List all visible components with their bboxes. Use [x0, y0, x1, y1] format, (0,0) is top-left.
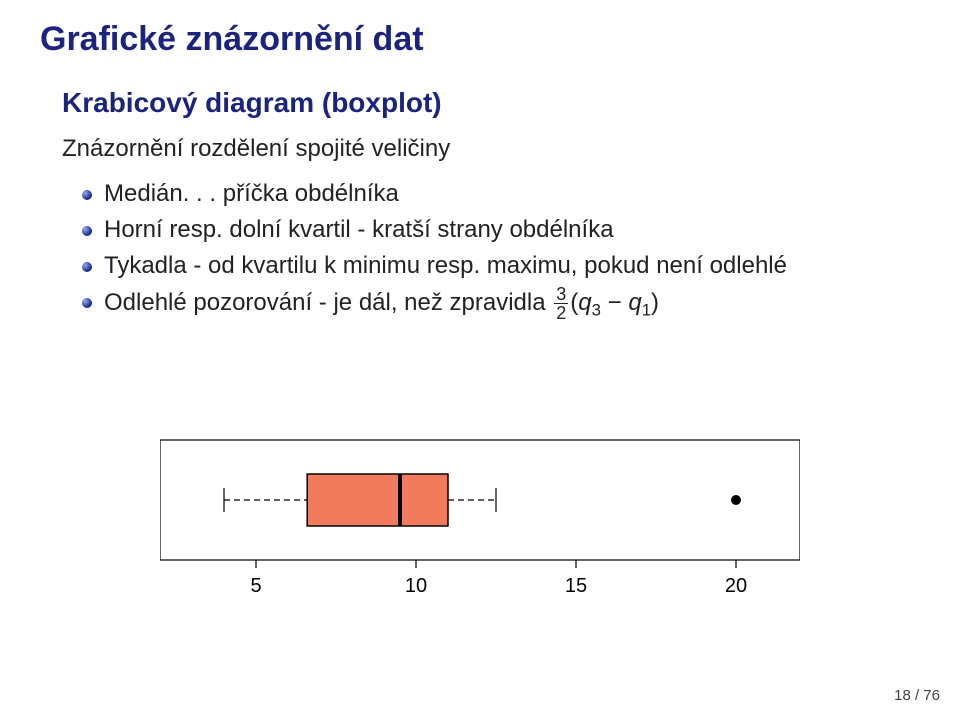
fraction: 32	[554, 285, 568, 322]
bullet-quartiles: Horní resp. dolní kvartil - kratší stran…	[76, 213, 920, 247]
svg-text:5: 5	[250, 575, 261, 597]
svg-text:15: 15	[565, 575, 587, 597]
slide-title: Grafické znázornění dat	[40, 20, 920, 59]
q3-symbol: q	[578, 289, 591, 316]
q1-sub: 1	[642, 301, 651, 320]
q3-sub: 3	[592, 301, 601, 320]
bullet-outliers-text: Odlehlé pozorování - je dál, než zpravid…	[104, 289, 552, 316]
svg-text:10: 10	[405, 575, 427, 597]
page-number: 18 / 76	[894, 687, 940, 704]
minus-symbol: −	[601, 289, 628, 316]
q1-symbol: q	[628, 289, 641, 316]
svg-text:20: 20	[725, 575, 747, 597]
slide-description: Znázornění rozdělení spojité veličiny	[62, 135, 920, 163]
bullet-list: Medián. . . příčka obdélníka Horní resp.…	[76, 177, 920, 328]
slide-subtitle: Krabicový diagram (boxplot)	[62, 87, 920, 119]
bullet-whiskers: Tykadla - od kvartilu k minimu resp. max…	[76, 249, 920, 283]
bullet-median: Medián. . . příčka obdélníka	[76, 177, 920, 211]
fraction-den: 2	[554, 304, 568, 322]
bullet-outliers: Odlehlé pozorování - je dál, než zpravid…	[76, 285, 920, 328]
boxplot-chart: 5 10 15 20	[160, 430, 800, 640]
fraction-num: 3	[554, 285, 568, 304]
